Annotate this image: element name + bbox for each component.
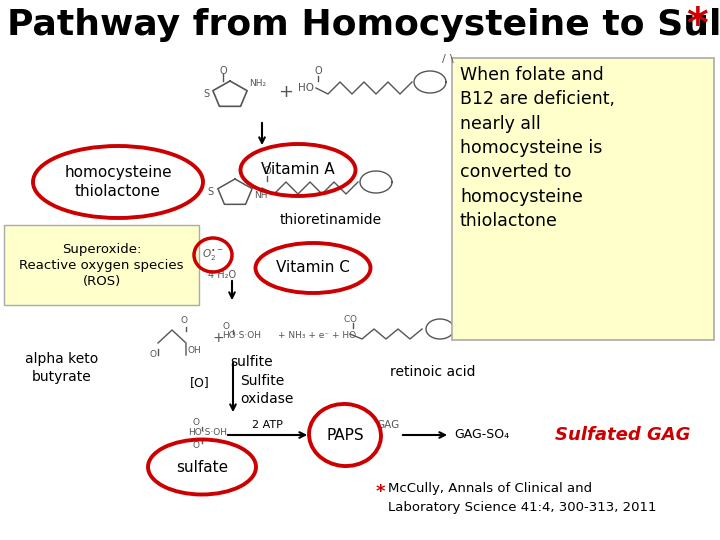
Text: NH₂: NH₂ (249, 78, 266, 87)
Text: alpha keto
butyrate: alpha keto butyrate (25, 352, 99, 383)
Text: O: O (264, 166, 271, 176)
Text: C: C (343, 315, 350, 324)
Text: 4 H₂O: 4 H₂O (208, 270, 236, 280)
Text: retinoic acid: retinoic acid (390, 365, 475, 379)
Text: Sulfite
oxidase: Sulfite oxidase (240, 374, 293, 406)
Text: *: * (376, 483, 385, 501)
Text: GAG-SO₄: GAG-SO₄ (454, 429, 509, 442)
Text: When folate and
B12 are deficient,
nearly all
homocysteine is
converted to
homoc: When folate and B12 are deficient, nearl… (460, 66, 615, 230)
Text: GAG: GAG (376, 420, 400, 430)
Text: /: / (442, 54, 446, 64)
Text: sulfite: sulfite (230, 355, 273, 369)
Text: HO·S·OH: HO·S·OH (188, 428, 227, 437)
Text: S: S (203, 89, 209, 99)
Text: O: O (314, 66, 322, 76)
Text: homocysteine
thiolactone: homocysteine thiolactone (64, 165, 172, 199)
Text: O: O (219, 66, 227, 76)
Text: +: + (279, 83, 294, 101)
Text: NH: NH (254, 191, 268, 200)
Text: $O_2^{\bullet-}$: $O_2^{\bullet-}$ (202, 246, 224, 261)
Text: O: O (150, 350, 156, 359)
Text: Pathway from Homocysteine to Sulfate: Pathway from Homocysteine to Sulfate (7, 8, 720, 42)
Text: HO: HO (298, 83, 314, 93)
Text: thioretinamide: thioretinamide (280, 213, 382, 227)
Text: O: O (181, 316, 187, 325)
Text: O: O (192, 418, 199, 427)
FancyBboxPatch shape (452, 58, 714, 340)
FancyBboxPatch shape (4, 225, 199, 305)
Text: O: O (222, 322, 230, 331)
Text: Superoxide:
Reactive oxygen species
(ROS): Superoxide: Reactive oxygen species (ROS… (19, 242, 184, 287)
Text: PAPS: PAPS (326, 428, 364, 442)
Text: O: O (192, 441, 199, 450)
Text: [O]: [O] (190, 376, 210, 389)
Text: Vitamin C: Vitamin C (276, 260, 350, 275)
Text: + NH₃ + e⁻ + HO: + NH₃ + e⁻ + HO (278, 331, 356, 340)
Text: 2 ATP: 2 ATP (251, 420, 282, 430)
Text: O: O (349, 315, 356, 324)
Text: Sulfated GAG: Sulfated GAG (555, 426, 690, 444)
Text: \: \ (450, 54, 454, 64)
Text: OH: OH (188, 346, 202, 355)
Text: Vitamin A: Vitamin A (261, 163, 335, 178)
Text: *: * (686, 5, 708, 47)
Text: +: + (212, 331, 224, 345)
Text: HO·S·OH: HO·S·OH (222, 331, 261, 340)
Text: sulfate: sulfate (176, 460, 228, 475)
Text: S: S (208, 187, 214, 197)
Text: McCully, Annals of Clinical and
Laboratory Science 41:4, 300-313, 2011: McCully, Annals of Clinical and Laborato… (388, 482, 657, 514)
